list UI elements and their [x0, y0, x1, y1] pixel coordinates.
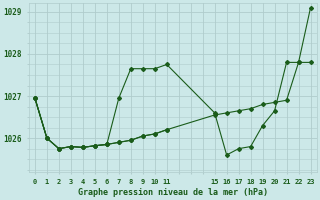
X-axis label: Graphe pression niveau de la mer (hPa): Graphe pression niveau de la mer (hPa) [78, 188, 268, 197]
